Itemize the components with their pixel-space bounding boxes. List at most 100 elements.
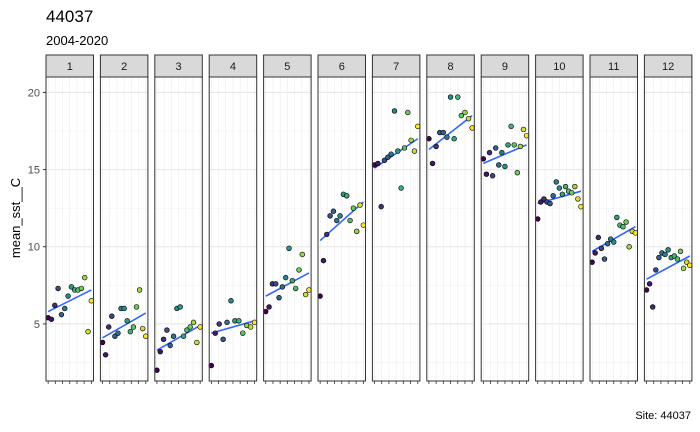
data-point: [626, 244, 632, 250]
data-point: [337, 213, 343, 219]
data-point: [177, 304, 183, 310]
data-point: [378, 203, 384, 210]
data-point: [375, 160, 381, 167]
trend-line: [102, 312, 147, 339]
facet-strip-label: 3: [175, 61, 181, 73]
data-point: [82, 274, 88, 281]
trend-line: [265, 272, 310, 297]
data-point: [130, 324, 137, 330]
data-point: [572, 183, 578, 190]
data-point: [68, 284, 75, 290]
data-point: [279, 284, 286, 290]
data-point: [455, 94, 461, 100]
data-point: [334, 217, 340, 224]
data-point: [216, 321, 222, 327]
data-point: [405, 109, 411, 116]
trend-line: [156, 324, 201, 351]
facet-panel-3: 3: [154, 54, 203, 384]
data-point: [499, 149, 505, 156]
data-point: [212, 330, 218, 336]
facet-panel-7: 7: [371, 54, 421, 384]
data-point: [139, 325, 146, 332]
data-point: [289, 277, 296, 284]
data-point: [58, 311, 65, 318]
data-point: [674, 256, 681, 262]
data-point: [167, 342, 173, 349]
data-point: [520, 126, 527, 133]
data-point: [48, 316, 55, 322]
data-point: [680, 265, 687, 272]
facet-strip-label: 6: [339, 61, 345, 73]
data-point: [164, 327, 170, 333]
facet-panel-12: 12: [643, 54, 693, 384]
data-point: [492, 145, 499, 151]
data-point: [440, 129, 447, 136]
data-point: [458, 112, 465, 119]
data-point: [646, 281, 653, 287]
y-tick-label: 20: [28, 87, 40, 99]
data-point: [447, 94, 454, 100]
data-point: [273, 281, 279, 287]
data-point: [292, 285, 299, 292]
data-point: [121, 305, 127, 312]
data-point: [157, 348, 163, 355]
data-point: [505, 142, 511, 148]
data-point: [330, 208, 337, 214]
data-point: [266, 304, 272, 310]
data-point: [357, 202, 363, 208]
facet-panel-10: 10: [535, 54, 584, 384]
data-point: [592, 250, 598, 256]
data-point: [511, 142, 517, 148]
data-point: [595, 234, 602, 241]
data-point: [276, 294, 282, 301]
chart-title: 44037: [46, 7, 93, 26]
data-point: [190, 319, 197, 326]
data-point: [429, 160, 436, 167]
data-point: [347, 217, 353, 224]
data-point: [486, 149, 493, 156]
facet-panel-6: 6: [317, 54, 367, 384]
data-point: [52, 302, 58, 309]
data-point: [550, 193, 556, 199]
y-axis-ticks: 5 10 15 20: [28, 87, 46, 331]
data-point: [55, 285, 61, 292]
data-point: [433, 143, 439, 150]
data-point: [547, 200, 553, 207]
data-point: [508, 123, 514, 130]
data-point: [180, 333, 187, 339]
facet-strip-label: 7: [393, 61, 399, 73]
facet-panel-9: 9: [480, 54, 530, 384]
facet-strip-label: 10: [553, 61, 565, 73]
data-point: [187, 324, 193, 330]
data-point: [653, 267, 659, 273]
data-point: [401, 145, 408, 151]
data-point: [656, 254, 662, 261]
data-point: [408, 137, 414, 143]
data-point: [662, 251, 668, 258]
data-point: [553, 179, 559, 185]
data-point: [102, 352, 109, 358]
data-point: [620, 223, 626, 230]
data-point: [483, 171, 490, 177]
data-point: [451, 136, 457, 142]
data-point: [575, 196, 581, 202]
data-point: [562, 183, 569, 190]
data-point: [160, 336, 167, 343]
data-point: [462, 109, 468, 116]
data-point: [411, 148, 418, 154]
data-point: [496, 162, 502, 168]
data-point: [559, 191, 566, 197]
data-point: [556, 185, 563, 191]
facet-strip-label: 5: [284, 61, 290, 73]
data-point: [444, 134, 450, 140]
data-point: [395, 148, 401, 154]
y-axis-label: mean_sst__C: [8, 178, 23, 258]
data-point: [677, 248, 684, 255]
data-point: [611, 239, 617, 245]
data-point: [299, 251, 306, 258]
data-point: [614, 214, 620, 221]
data-point: [228, 298, 234, 304]
chart-subtitle: 2004-2020: [46, 33, 108, 48]
